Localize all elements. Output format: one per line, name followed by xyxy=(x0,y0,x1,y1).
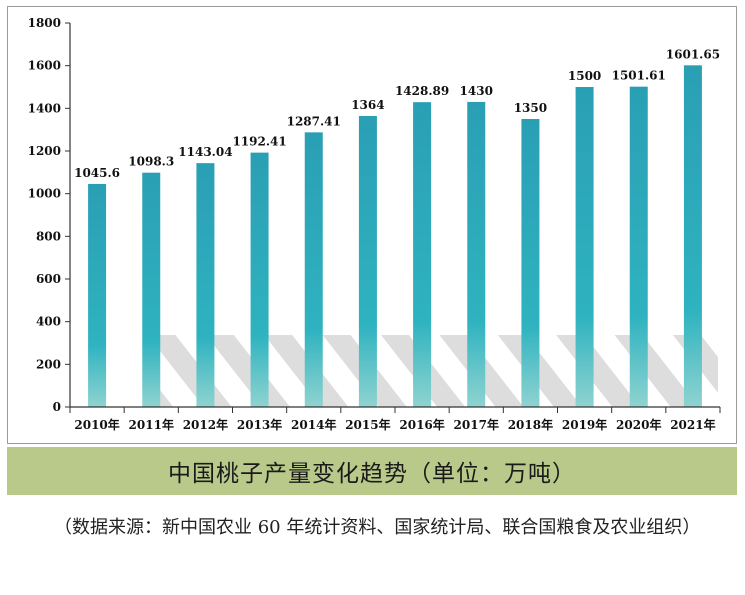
source-note: （数据来源：新中国农业 60 年统计资料、国家统计局、联合国粮食及农业组织） xyxy=(54,517,701,538)
data-label: 1601.65 xyxy=(666,47,720,61)
bar xyxy=(196,163,215,407)
x-tick-label: 2018年 xyxy=(508,417,553,432)
y-tick-label: 400 xyxy=(36,315,61,329)
bar xyxy=(521,119,540,407)
x-tick-label: 2019年 xyxy=(562,417,607,432)
data-label: 1098.3 xyxy=(128,155,174,169)
chart-frame: 1045.6 1098.3 1143.04 1192.41 1287.41 1364 142… xyxy=(7,6,737,444)
y-tick-label: 200 xyxy=(36,357,61,371)
x-tick-label: 2020年 xyxy=(616,417,661,432)
x-tick-label: 2014年 xyxy=(291,417,336,432)
y-tick-label: 600 xyxy=(36,272,61,286)
data-label: 1192.41 xyxy=(232,135,286,149)
data-label: 1364 xyxy=(351,98,384,112)
x-tick-label: 2011年 xyxy=(129,417,174,432)
bar xyxy=(250,152,269,407)
bar xyxy=(629,86,648,408)
bar xyxy=(467,101,486,407)
bar xyxy=(304,132,323,407)
x-tick-label: 2015年 xyxy=(345,417,390,432)
data-label: 1350 xyxy=(514,101,547,115)
data-label: 1045.6 xyxy=(74,166,120,180)
y-tick-label: 800 xyxy=(36,229,61,243)
data-label: 1500 xyxy=(568,69,601,83)
x-tick-label: 2010年 xyxy=(74,417,119,432)
bar xyxy=(683,65,702,407)
caption-band: 中国桃子产量变化趋势（单位：万吨） xyxy=(7,447,737,495)
bar xyxy=(358,116,377,407)
y-tick-label: 1600 xyxy=(28,59,61,73)
bar xyxy=(413,102,432,407)
y-tick-label: 1000 xyxy=(28,187,61,201)
bar xyxy=(88,183,107,407)
chart-caption: 中国桃子产量变化趋势（单位：万吨） xyxy=(168,461,576,487)
x-tick-label: 2013年 xyxy=(237,417,282,432)
x-tick-label: 2016年 xyxy=(399,417,444,432)
data-label: 1430 xyxy=(460,84,493,98)
data-label: 1143.04 xyxy=(178,145,232,159)
y-tick-label: 0 xyxy=(53,400,61,414)
data-label: 1501.61 xyxy=(612,69,666,83)
x-tick-label: 2021年 xyxy=(670,417,715,432)
data-label: 1287.41 xyxy=(287,114,341,128)
x-tick-label: 2017年 xyxy=(454,417,499,432)
data-label: 1428.89 xyxy=(395,84,449,98)
x-tick-label: 2012年 xyxy=(183,417,228,432)
bar xyxy=(575,87,594,407)
y-tick-label: 1200 xyxy=(28,144,61,158)
bar xyxy=(142,172,161,407)
y-tick-label: 1800 xyxy=(28,16,61,30)
y-tick-label: 1400 xyxy=(28,101,61,115)
